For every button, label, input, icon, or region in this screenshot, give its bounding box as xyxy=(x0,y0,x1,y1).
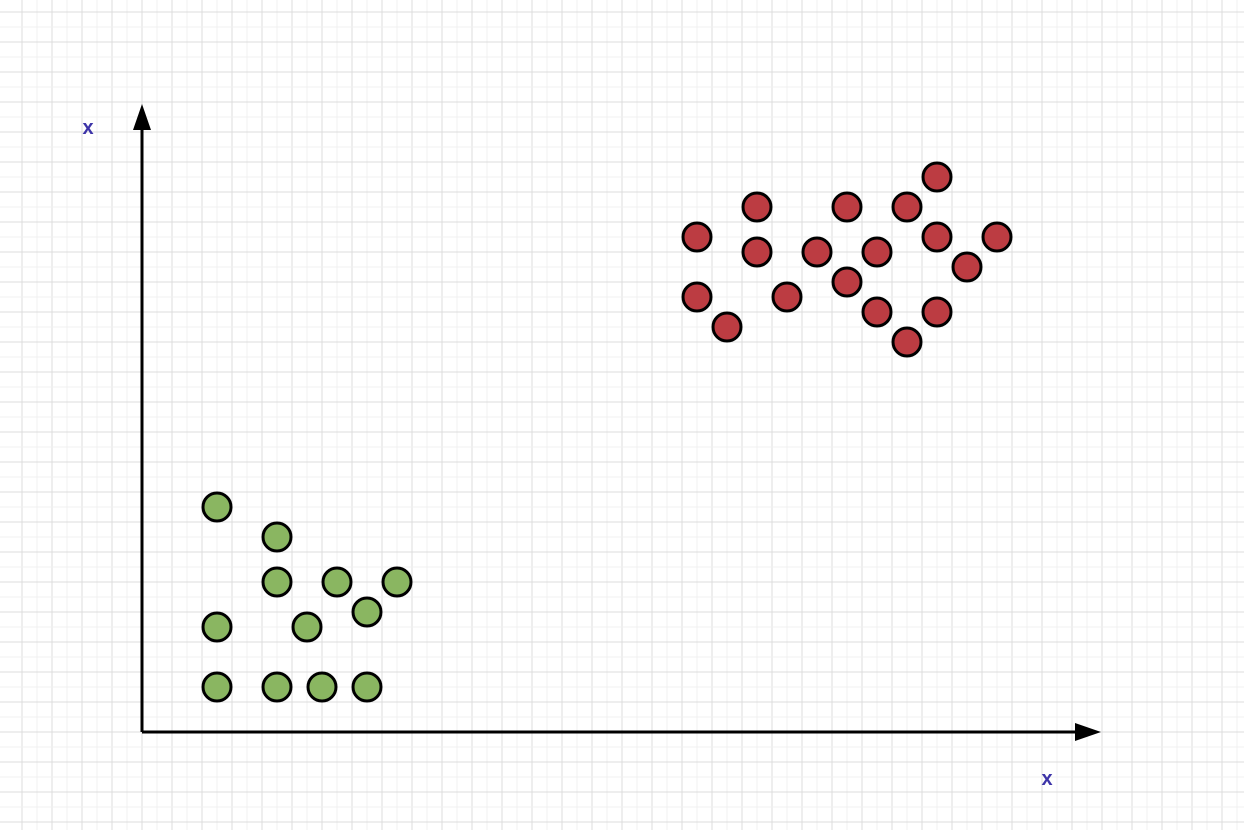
x-axis-label: x xyxy=(1041,768,1052,790)
data-points xyxy=(201,161,1013,703)
red-cluster-point xyxy=(711,311,743,343)
red-cluster-point xyxy=(681,221,713,253)
red-cluster-point xyxy=(741,191,773,223)
red-cluster-point xyxy=(741,236,773,268)
green-cluster-point xyxy=(321,566,353,598)
green-cluster-point xyxy=(381,566,413,598)
green-cluster-point xyxy=(306,671,338,703)
red-cluster-point xyxy=(891,191,923,223)
red-cluster-point xyxy=(681,281,713,313)
red-cluster-point xyxy=(921,161,953,193)
red-cluster-point xyxy=(891,326,923,358)
red-cluster-point xyxy=(921,296,953,328)
red-cluster-point xyxy=(831,266,863,298)
green-cluster-point xyxy=(261,671,293,703)
green-cluster-point xyxy=(351,671,383,703)
green-cluster-point xyxy=(261,521,293,553)
green-cluster-point xyxy=(291,611,323,643)
red-cluster-point xyxy=(981,221,1013,253)
red-cluster-point xyxy=(771,281,803,313)
red-cluster-point xyxy=(861,236,893,268)
red-cluster-point xyxy=(861,296,893,328)
green-cluster-point xyxy=(201,671,233,703)
green-cluster-point xyxy=(351,596,383,628)
red-cluster-point xyxy=(801,236,833,268)
y-axis-label: x xyxy=(82,117,93,139)
green-cluster-point xyxy=(201,611,233,643)
axes: x x xyxy=(82,104,1101,790)
x-axis-arrowhead xyxy=(1075,723,1101,741)
red-cluster-point xyxy=(921,221,953,253)
green-cluster-point xyxy=(261,566,293,598)
red-cluster-point xyxy=(951,251,983,283)
y-axis-arrowhead xyxy=(133,104,151,130)
green-cluster-point xyxy=(201,491,233,523)
red-cluster-point xyxy=(831,191,863,223)
